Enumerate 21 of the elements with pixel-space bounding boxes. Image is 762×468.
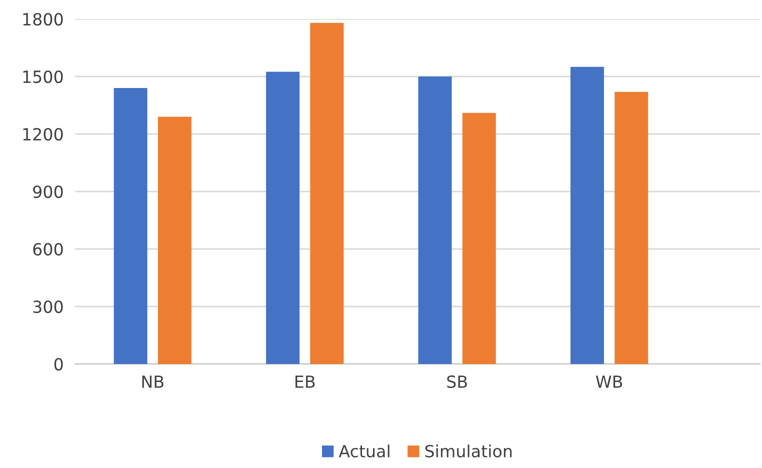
bar bbox=[614, 92, 648, 364]
x-tick-label: NB bbox=[142, 376, 164, 388]
y-tick-label: 1200 bbox=[23, 128, 63, 141]
bar bbox=[418, 76, 452, 364]
bar bbox=[462, 112, 496, 364]
bar bbox=[266, 72, 300, 364]
y-tick-label: 1800 bbox=[23, 12, 63, 26]
y-tick-label: 300 bbox=[33, 300, 63, 314]
legend-label: Simulation bbox=[425, 444, 512, 458]
bar bbox=[114, 88, 148, 364]
bar bbox=[158, 116, 192, 364]
y-tick-label: 900 bbox=[33, 185, 63, 198]
x-tick-label: SB bbox=[447, 375, 467, 388]
y-tick-label: 0 bbox=[54, 358, 63, 371]
legend-label: Actual bbox=[338, 444, 390, 458]
bar bbox=[310, 22, 344, 364]
y-tick-label: 600 bbox=[33, 242, 63, 256]
y-tick-label: 1500 bbox=[23, 70, 63, 84]
x-tick-label: EB bbox=[296, 376, 315, 388]
bar bbox=[570, 66, 604, 364]
x-tick-label: WB bbox=[596, 376, 622, 388]
